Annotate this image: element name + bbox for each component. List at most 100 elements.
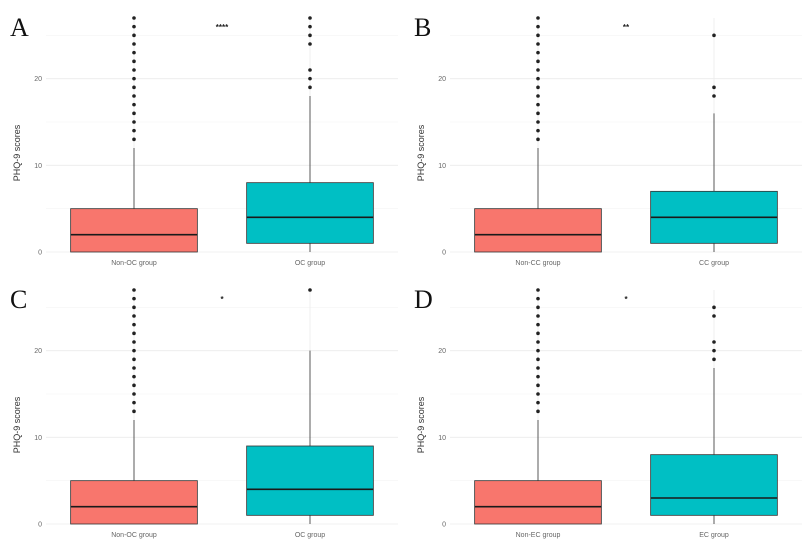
outlier-point (308, 42, 312, 46)
outlier-point (536, 68, 540, 72)
outlier-point (132, 409, 136, 414)
outlier-point (712, 94, 716, 98)
outlier-point (536, 314, 540, 318)
box-left (70, 288, 198, 525)
outlier-point (132, 76, 136, 81)
iqr-box (246, 445, 374, 516)
outlier-point (536, 16, 540, 20)
outlier-point (308, 76, 312, 81)
panel-letter: C (10, 285, 27, 314)
x-tick-label: Non-CC group (515, 260, 560, 267)
outlier-point (712, 357, 716, 362)
x-tick-label: Non-OC group (111, 260, 157, 267)
outlier-point (132, 357, 136, 362)
box-right (246, 288, 374, 524)
outlier-point (132, 120, 136, 124)
panel-a: 0 10 20 PHQ-9 scores A Non-OC group OC group **… (0, 0, 400, 268)
outlier-point (132, 400, 136, 405)
panel-d: 0 10 20 PHQ-9 scores D Non-EC group EC group * (404, 272, 804, 540)
outlier-point (308, 68, 312, 72)
significance-label: * (220, 295, 224, 304)
outlier-point (536, 288, 540, 292)
outlier-point (132, 111, 136, 116)
y-tick-label: 10 (34, 435, 42, 442)
outlier-point (536, 296, 540, 301)
x-tick-label: CC group (699, 260, 729, 267)
x-tick-label: OC group (295, 260, 325, 267)
boxplot-chart: 0 10 20 PHQ-9 scores B Non-CC group CC group ** (414, 13, 802, 267)
outlier-point (712, 340, 716, 344)
box-right (246, 16, 374, 252)
outlier-point (536, 85, 540, 90)
iqr-box (70, 208, 198, 253)
outlier-point (132, 128, 136, 133)
y-tick-label: 0 (38, 250, 42, 257)
iqr-box (246, 182, 374, 244)
outlier-point (536, 374, 540, 379)
outlier-point (308, 85, 312, 90)
panel-letter: A (10, 13, 29, 42)
outlier-point (536, 111, 540, 116)
y-tick-label: 20 (34, 348, 42, 355)
y-tick-label: 20 (34, 76, 42, 83)
iqr-box (474, 208, 602, 253)
panel-c: 0 10 20 PHQ-9 scores C Non-OC group OC group * (0, 272, 400, 540)
y-tick-label: 0 (442, 522, 446, 529)
outlier-point (132, 366, 136, 370)
outlier-point (132, 68, 136, 72)
iqr-box (474, 480, 602, 525)
significance-label: * (624, 295, 628, 304)
outlier-point (712, 305, 716, 310)
x-tick-label: OC group (295, 532, 325, 539)
y-axis-title: PHQ-9 scores (416, 124, 426, 181)
y-tick-label: 10 (438, 435, 446, 442)
y-tick-label: 0 (38, 522, 42, 529)
significance-label: **** (216, 23, 229, 32)
outlier-point (536, 102, 540, 107)
panel-b: 0 10 20 PHQ-9 scores B Non-CC group CC group ** (404, 0, 804, 268)
outlier-point (132, 94, 136, 98)
outlier-point (132, 50, 136, 55)
boxplot-chart: 0 10 20 PHQ-9 scores D Non-EC group EC group * (414, 285, 802, 539)
gridlines (46, 290, 398, 525)
y-tick-label: 10 (438, 163, 446, 170)
outlier-point (132, 33, 136, 38)
outlier-point (536, 409, 540, 414)
outlier-point (536, 357, 540, 362)
panel-letter: B (414, 13, 431, 42)
outlier-point (536, 120, 540, 124)
outlier-point (132, 102, 136, 107)
outlier-point (132, 137, 136, 142)
outlier-point (712, 85, 716, 90)
outlier-point (132, 348, 136, 353)
outlier-point (712, 314, 716, 318)
outlier-point (536, 340, 540, 344)
outlier-point (536, 322, 540, 327)
y-tick-label: 0 (442, 250, 446, 257)
outlier-point (536, 348, 540, 353)
box-left (474, 288, 602, 525)
outlier-point (132, 42, 136, 46)
y-tick-label: 20 (438, 76, 446, 83)
box-left (70, 16, 198, 253)
outlier-point (712, 348, 716, 353)
y-axis-title: PHQ-9 scores (12, 124, 22, 181)
outlier-point (536, 400, 540, 405)
outlier-point (308, 16, 312, 20)
outlier-point (132, 24, 136, 29)
iqr-box (70, 480, 198, 525)
outlier-point (536, 305, 540, 310)
outlier-point (308, 24, 312, 29)
iqr-box (650, 454, 778, 516)
outlier-point (132, 392, 136, 396)
box-right (650, 305, 778, 524)
outlier-point (132, 305, 136, 310)
outlier-point (308, 33, 312, 38)
panel-letter: D (414, 285, 433, 314)
y-tick-label: 10 (34, 163, 42, 170)
outlier-point (132, 59, 136, 64)
outlier-point (536, 50, 540, 55)
outlier-point (536, 76, 540, 81)
outlier-point (536, 331, 540, 336)
